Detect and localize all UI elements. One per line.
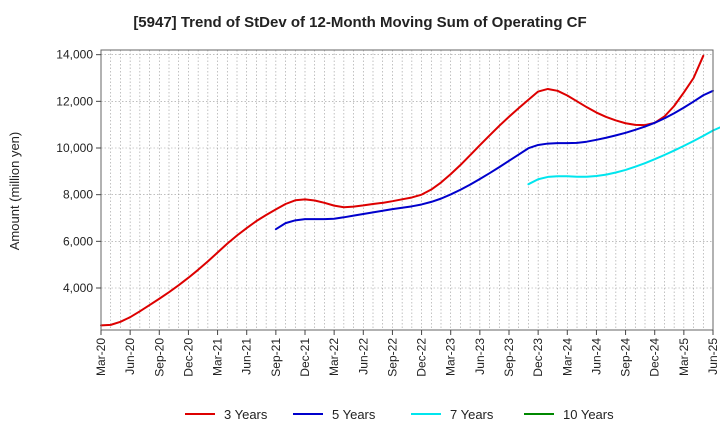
- x-tick-label: Mar-21: [211, 338, 225, 376]
- legend-label-3-years: 3 Years: [224, 407, 268, 422]
- chart-title: [5947] Trend of StDev of 12-Month Moving…: [133, 14, 586, 31]
- x-tick-label: Mar-20: [94, 338, 108, 376]
- y-tick-label: 6,000: [63, 234, 93, 248]
- series-line-5-years: [274, 89, 714, 231]
- y-tick-label: 4,000: [63, 281, 93, 295]
- x-tick-label: Dec-21: [298, 338, 312, 377]
- y-axis-label: Amount (million yen): [7, 132, 22, 251]
- x-tick-label: Jun-21: [240, 338, 254, 375]
- y-tick-label: 14,000: [56, 48, 93, 62]
- y-tick-label: 8,000: [63, 188, 93, 202]
- x-tick-label: Dec-23: [531, 338, 545, 377]
- x-tick-label: Sep-21: [269, 338, 283, 377]
- x-tick-label: Jun-22: [356, 338, 370, 375]
- x-tick-label: Mar-23: [444, 338, 458, 376]
- x-tick-label: Dec-20: [181, 338, 195, 377]
- series-line-3-years: [100, 54, 705, 327]
- x-tick-label: Jun-20: [123, 338, 137, 375]
- x-tick-label: Mar-24: [560, 338, 574, 376]
- x-tick-label: Sep-23: [502, 338, 516, 377]
- x-axis-ticks: Mar-20 Jun-20 Sep-20 Dec-20 Mar-21 Jun-21 Sep-…: [94, 330, 720, 377]
- x-tick-label: Sep-20: [152, 338, 166, 377]
- legend: 3 Years 5 Years 7 Years 10 Years: [185, 407, 614, 422]
- x-tick-label: Sep-24: [619, 338, 633, 377]
- grid-lines: [100, 50, 714, 330]
- y-tick-label: 10,000: [56, 141, 93, 155]
- legend-label-10-years: 10 Years: [563, 407, 614, 422]
- y-tick-label: 12,000: [56, 94, 93, 108]
- x-tick-label: Mar-25: [677, 338, 691, 376]
- legend-label-5-years: 5 Years: [332, 407, 376, 422]
- x-tick-label: Jun-24: [589, 338, 603, 375]
- x-tick-label: Dec-22: [415, 338, 429, 377]
- x-tick-label: Sep-22: [385, 338, 399, 377]
- series-layer: [100, 54, 720, 327]
- series-line-7-years: [527, 126, 720, 186]
- x-tick-label: Dec-24: [648, 338, 662, 377]
- legend-label-7-years: 7 Years: [450, 407, 494, 422]
- x-tick-label: Jun-23: [473, 338, 487, 375]
- plot-area: [100, 49, 714, 331]
- x-tick-label: Mar-22: [327, 338, 341, 376]
- y-axis-ticks: 4,000 6,000 8,000 10,000 12,000 14,000: [56, 48, 101, 295]
- x-tick-label: Jun-25: [706, 338, 720, 375]
